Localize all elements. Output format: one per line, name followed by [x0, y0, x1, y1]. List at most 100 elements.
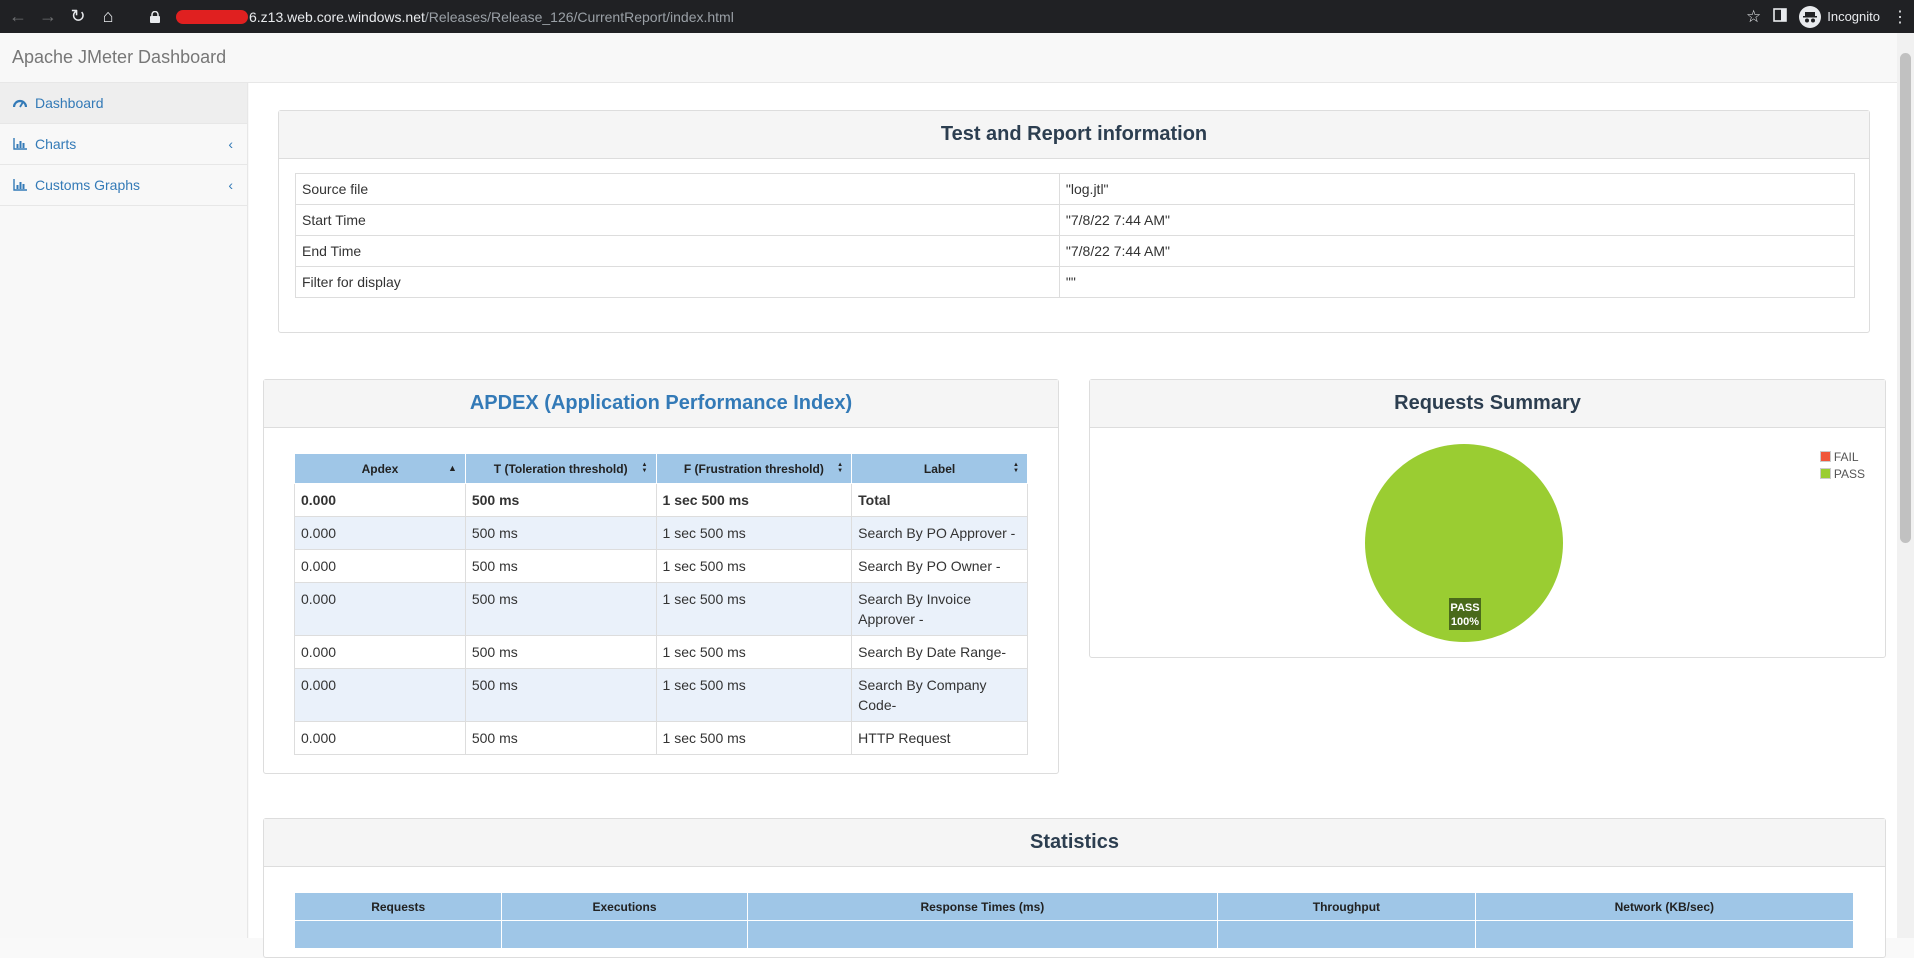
info-key: Source file	[295, 173, 1060, 205]
chevron-left-icon: ‹	[228, 136, 233, 152]
side-panel-icon[interactable]	[1773, 8, 1788, 25]
info-value: "7/8/22 7:44 AM"	[1058, 235, 1856, 267]
info-row: Filter for display ""	[295, 266, 1856, 298]
sort-up-icon: ▲	[447, 463, 457, 473]
table-cell: 1 sec 500 ms	[655, 549, 853, 583]
sidebar-item-label: Dashboard	[35, 95, 104, 111]
table-cell: 0.000	[294, 582, 466, 636]
sidebar-item-dashboard[interactable]: Dashboard	[0, 83, 247, 124]
sort-icon: ▲▼	[1013, 462, 1019, 474]
panel-title: APDEX (Application Performance Index)	[264, 380, 1058, 428]
table-cell: HTTP Request	[851, 721, 1028, 755]
page-scrollbar[interactable]	[1897, 33, 1914, 938]
table-cell: 0.000	[294, 516, 466, 550]
star-icon[interactable]: ☆	[1745, 6, 1762, 26]
group-header: Requests	[293, 892, 503, 921]
address-bar[interactable]: 6.z13.web.core.windows.net /Releases/Rel…	[136, 4, 1776, 29]
table-cell: 0.000	[294, 549, 466, 583]
lock-icon	[150, 10, 164, 23]
back-icon[interactable]: ←	[9, 6, 27, 26]
table-row: 0.000 500 ms 1 sec 500 ms Search By PO Appr…	[294, 516, 1028, 550]
table-row: 0.000 500 ms 1 sec 500 ms HTTP Request	[294, 721, 1028, 755]
slice-label: 100%	[1451, 616, 1479, 628]
table-row: 0.000 500 ms 1 sec 500 ms Search By Invoice…	[294, 582, 1028, 636]
pie-slice-pass[interactable]	[1365, 444, 1563, 642]
table-cell: 500 ms	[464, 721, 657, 755]
column-header[interactable]: T (Toleration threshold) ▲▼	[464, 453, 657, 484]
info-key: Filter for display	[295, 266, 1060, 298]
apdex-table: Apdex ▲ T (Toleration threshold) ▲▼ F (Frust…	[294, 453, 1028, 755]
sidebar-item-label: Charts	[35, 136, 77, 152]
url-host: 6.z13.web.core.windows.net	[249, 8, 425, 25]
group-header: Network (KB/sec)	[1474, 892, 1855, 921]
sidebar-item-customs-graphs[interactable]: Customs Graphs ‹	[0, 165, 247, 206]
table-cell: 500 ms	[464, 635, 657, 669]
table-cell: 500 ms	[464, 668, 657, 722]
info-value: ""	[1058, 266, 1856, 298]
dashboard-icon	[13, 97, 29, 109]
table-row: 0.000 500 ms 1 sec 500 ms Search By Company…	[294, 668, 1028, 722]
sidebar-item-charts[interactable]: Charts ‹	[0, 124, 247, 165]
legend-label: FAIL	[1833, 449, 1859, 464]
forward-icon[interactable]: →	[39, 6, 57, 26]
table-row: 0.000 500 ms 1 sec 500 ms Search By Date Ra…	[294, 635, 1028, 669]
menu-icon[interactable]: ⋮	[1892, 8, 1908, 26]
requests-summary-panel: Requests Summary PASS 100% FAIL PASS	[1089, 379, 1886, 658]
apdex-panel: APDEX (Application Performance Index) Ap…	[263, 379, 1059, 774]
sidebar-item-label: Customs Graphs	[35, 177, 141, 193]
group-header: Throughput	[1217, 892, 1476, 921]
column-header[interactable]: Apdex ▲	[294, 453, 466, 484]
home-icon[interactable]: ⌂	[102, 6, 114, 26]
legend-item: FAIL	[1819, 448, 1865, 465]
table-cell: 0.000	[294, 483, 466, 517]
table-cell: Search By Company Code-	[851, 668, 1028, 722]
reload-icon[interactable]: ↻	[70, 6, 86, 26]
table-cell: 0.000	[294, 721, 466, 755]
slice-label: PASS	[1450, 602, 1479, 614]
info-key: Start Time	[295, 204, 1060, 236]
table-cell: 0.000	[294, 635, 466, 669]
info-table: Source file "log.jtl" Start Time "7/8/22 7:…	[295, 173, 1856, 298]
incognito-indicator[interactable]: Incognito	[1799, 5, 1880, 28]
info-row: Source file "log.jtl"	[295, 173, 1856, 205]
panel-title: Requests Summary	[1090, 380, 1885, 428]
url-path: /Releases/Release_126/CurrentReport/inde…	[424, 8, 734, 25]
url-redaction	[176, 9, 248, 24]
bar-chart-icon	[13, 138, 29, 150]
app-title[interactable]: Apache JMeter Dashboard	[12, 47, 227, 67]
table-cell: 500 ms	[464, 582, 657, 636]
scrollbar-thumb[interactable]	[1900, 53, 1911, 543]
incognito-icon	[1799, 5, 1822, 28]
app-header: Apache JMeter Dashboard	[0, 33, 1897, 83]
sort-icon: ▲▼	[837, 462, 844, 474]
incognito-label: Incognito	[1827, 9, 1880, 24]
table-row: 0.000 500 ms 1 sec 500 ms Search By PO Owne…	[294, 549, 1028, 583]
table-cell: Search By PO Owner -	[851, 549, 1028, 583]
column-header[interactable]: F (Frustration threshold) ▲▼	[655, 453, 853, 484]
sidebar: Dashboard Charts ‹ Customs Graphs ‹	[0, 83, 248, 938]
legend-item: PASS	[1819, 465, 1865, 482]
table-cell: 1 sec 500 ms	[655, 635, 853, 669]
group-header: Executions	[501, 892, 748, 921]
chart-legend: FAIL PASS	[1819, 448, 1865, 482]
browser-toolbar: ← → ↻ ⌂ 6.z13.web.core.windows.net /Rele…	[0, 0, 1914, 33]
table-cell: 500 ms	[464, 483, 657, 517]
table-cell: Total	[851, 483, 1028, 517]
panel-title: Statistics	[264, 819, 1885, 867]
legend-swatch	[1819, 468, 1831, 479]
table-cell: 0.000	[294, 668, 466, 722]
test-report-info-panel: Test and Report information Source file "…	[278, 110, 1870, 333]
table-cell: Search By PO Approver -	[851, 516, 1028, 550]
chevron-left-icon: ‹	[228, 177, 233, 193]
panel-title: Test and Report information	[279, 111, 1869, 159]
bar-chart-icon	[13, 179, 29, 191]
column-header[interactable]: Label ▲▼	[851, 453, 1028, 484]
statistics-panel: Statistics Requests Executions Response Ti…	[263, 818, 1886, 958]
table-cell: 500 ms	[464, 549, 657, 583]
main-content: Test and Report information Source file "…	[249, 83, 1897, 958]
statistics-table: Requests Executions Response Times (ms) Thr…	[293, 892, 1855, 949]
pie-chart: PASS 100%	[1365, 444, 1563, 642]
table-cell: 1 sec 500 ms	[655, 483, 853, 517]
table-cell: 1 sec 500 ms	[655, 516, 853, 550]
table-cell: 1 sec 500 ms	[655, 582, 853, 636]
